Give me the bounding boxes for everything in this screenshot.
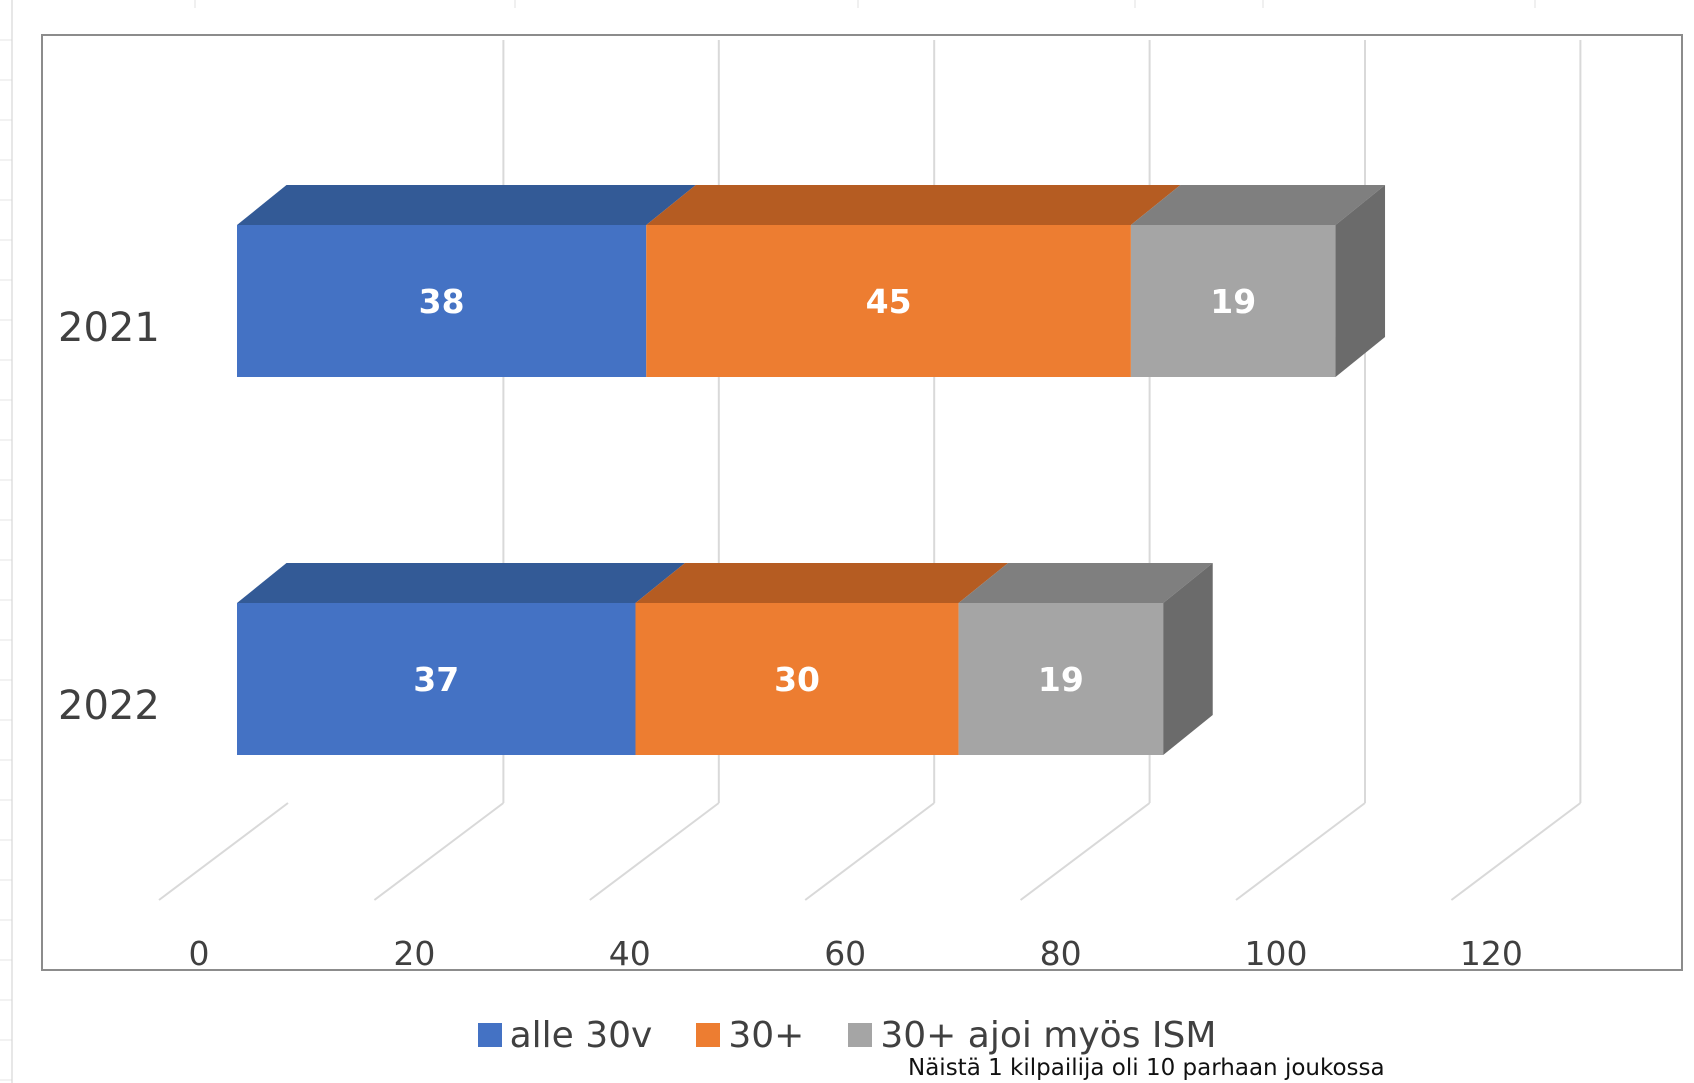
data-label: 37 [413, 660, 459, 699]
legend-swatch [477, 1023, 502, 1047]
plot-area-border [41, 34, 1683, 971]
x-tick-label: 20 [393, 934, 435, 973]
footnote: Näistä 1 kilpailija oli 10 parhaan jouko… [908, 1055, 1385, 1081]
bar-segment [1130, 225, 1336, 377]
legend-label: 30+ ajoi myös ISM [880, 1014, 1217, 1056]
x-tick-label: 0 [189, 934, 210, 973]
x-tick-label: 120 [1460, 934, 1523, 973]
gridline-floor [158, 802, 289, 901]
bar-segment [646, 225, 1131, 377]
gridline-floor [589, 802, 720, 901]
gridline-floor [804, 802, 935, 901]
legend-item: 30+ [696, 1015, 804, 1056]
legend: alle 30v 30+ 30+ ajoi myös ISM [0, 1010, 1694, 1060]
x-tick-label: 40 [609, 934, 651, 973]
gridline-floor [1450, 802, 1582, 901]
y-axis-categories: 2021 2022 [58, 305, 160, 729]
bar-side-face [1335, 185, 1386, 377]
bar-top-face [635, 563, 1009, 603]
gridline-floor [373, 802, 505, 901]
bar-top-face [958, 563, 1213, 603]
data-label: 19 [1038, 660, 1084, 699]
bar-segment [958, 603, 1164, 755]
x-axis-ticks: 0 20 40 60 80 100 120 [189, 934, 1523, 973]
data-label: 38 [419, 282, 465, 321]
bar-side-face [1163, 563, 1213, 755]
x-tick-label: 80 [1040, 934, 1082, 973]
legend-label: 30+ [728, 1014, 805, 1056]
bar-top-face [1130, 185, 1386, 225]
y-category-label: 2021 [58, 305, 160, 351]
bars: 38 45 19 37 30 19 [237, 185, 1386, 755]
gridline-floor [1019, 802, 1151, 901]
x-tick-label: 100 [1245, 934, 1308, 973]
legend-swatch [696, 1023, 721, 1047]
gridline-floor [1235, 802, 1366, 901]
bar-segment [237, 603, 636, 755]
data-label: 45 [866, 282, 912, 321]
bar-segment [635, 603, 959, 755]
legend-item: 30+ ajoi myös ISM [848, 1015, 1216, 1056]
legend-item: alle 30v [477, 1014, 653, 1056]
y-category-label: 2022 [58, 683, 160, 729]
bar-top-face [237, 563, 685, 603]
data-label: 19 [1210, 282, 1256, 321]
x-tick-label: 60 [824, 934, 866, 973]
bar-top-face [646, 185, 1181, 225]
bar-segment [237, 225, 647, 377]
legend-label: alle 30v [509, 1014, 653, 1056]
data-label: 30 [774, 660, 820, 699]
bar-top-face [237, 185, 696, 225]
legend-swatch [848, 1023, 873, 1047]
